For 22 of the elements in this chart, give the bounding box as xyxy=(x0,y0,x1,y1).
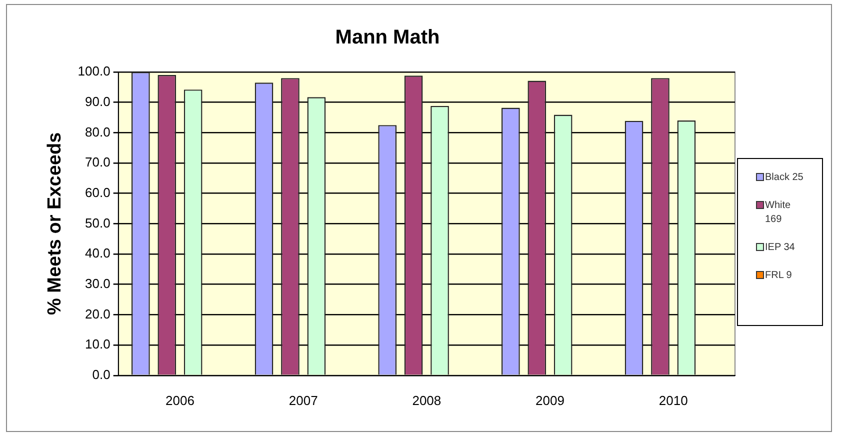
y-tick-label: 80.0 xyxy=(85,124,110,140)
chart-title: Mann Math xyxy=(335,26,440,49)
x-tick-label: 2006 xyxy=(166,392,194,408)
x-tick-label: 2008 xyxy=(412,392,442,408)
y-tick-label: 20.0 xyxy=(85,306,110,322)
y-tick-label: 90.0 xyxy=(85,94,110,109)
y-tick-label: 0.0 xyxy=(92,366,110,382)
y-tick-label: 40.0 xyxy=(85,246,110,261)
y-tick-label: 50.0 xyxy=(85,215,110,230)
x-tick-label: 2009 xyxy=(536,392,564,408)
x-tick-label: 2007 xyxy=(288,392,318,408)
y-tick-label: 10.0 xyxy=(85,336,110,352)
y-tick-label: 60.0 xyxy=(85,184,110,200)
y-tick-label: 30.0 xyxy=(85,276,110,291)
legend-label: Black 25 xyxy=(765,171,804,185)
x-tick-label: 2010 xyxy=(658,392,688,408)
legend-label: White 169 xyxy=(765,199,792,227)
y-axis-title: % Meets or Exceeds xyxy=(44,132,66,316)
y-tick-label: 100.0 xyxy=(78,64,110,79)
legend-label: FRL 9 xyxy=(765,269,793,283)
y-tick-label: 70.0 xyxy=(85,154,110,170)
legend-label: IEP 34 xyxy=(765,241,796,255)
